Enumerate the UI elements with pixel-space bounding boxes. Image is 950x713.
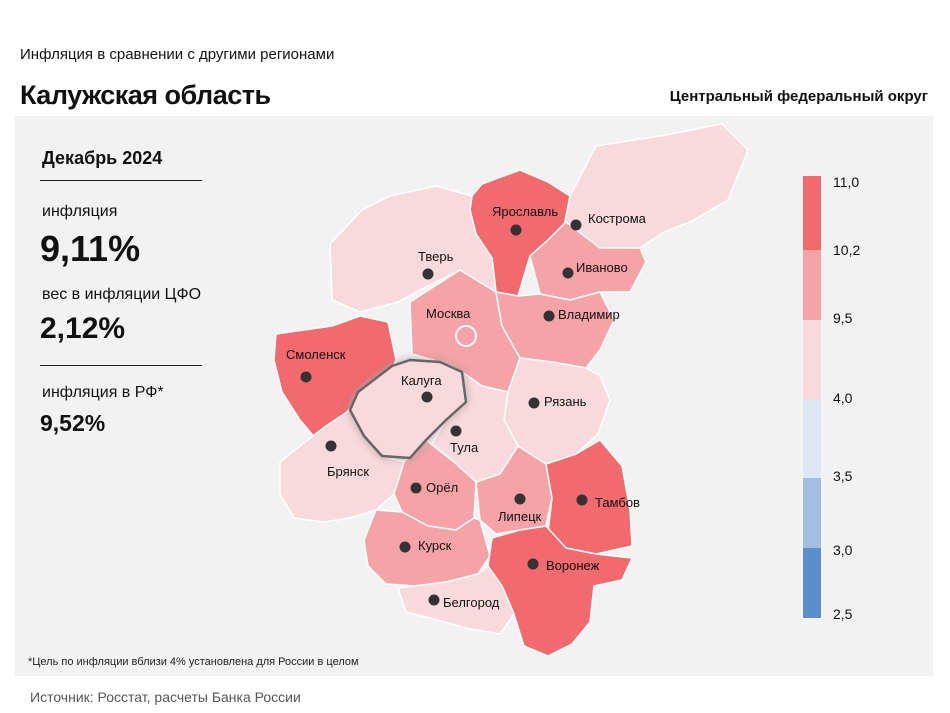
city-marker <box>300 371 312 383</box>
legend-tick-label: 4,0 <box>833 390 853 406</box>
legend-tick-label: 3,0 <box>833 542 853 558</box>
district-name: Центральный федеральный округ <box>669 88 928 105</box>
city-marker <box>422 268 434 280</box>
region-label: Брянск <box>327 464 369 479</box>
legend-swatch <box>803 400 821 478</box>
region-label: Белгород <box>443 595 500 610</box>
legend-tick-label: 11,0 <box>833 174 859 190</box>
region-label: Иваново <box>576 260 628 275</box>
region-label: Ярославль <box>492 204 558 219</box>
region-label: Калуга <box>401 373 442 388</box>
region-label: Смоленск <box>286 347 346 362</box>
city-marker <box>514 493 526 505</box>
capital-marker <box>455 325 477 347</box>
legend-swatch <box>803 548 821 618</box>
legend-tick-label: 2,5 <box>833 606 853 622</box>
region-label: Липецк <box>498 509 542 524</box>
region-label: Москва <box>426 306 471 321</box>
footnote: *Цель по инфляции вблизи 4% установлена … <box>28 656 359 668</box>
region-shape <box>495 291 615 369</box>
region-label: Рязань <box>544 394 587 409</box>
legend-swatch <box>803 250 821 320</box>
region-shape <box>397 565 515 635</box>
legend-swatch <box>803 320 821 400</box>
legend-swatch <box>803 478 821 548</box>
period-label: Декабрь 2024 <box>42 148 163 168</box>
legend-tick-label: 3,5 <box>833 468 853 484</box>
rf-inflation-value: 9,52% <box>40 410 106 436</box>
region-label: Орёл <box>426 480 458 495</box>
inflation-label: инфляция <box>42 203 118 220</box>
region-label: Воронеж <box>546 558 600 573</box>
region-shape <box>475 445 553 535</box>
region-label: Тверь <box>418 249 454 264</box>
region-shape <box>545 439 633 555</box>
city-marker <box>528 397 540 409</box>
legend-swatch <box>803 176 821 250</box>
region-shape <box>563 123 749 249</box>
city-marker <box>450 425 462 437</box>
region-label: Кострома <box>588 211 647 226</box>
weight-label: вес в инфляции ЦФО <box>42 286 202 303</box>
region-label: Курск <box>418 538 452 553</box>
city-marker <box>325 440 337 452</box>
city-marker <box>527 558 539 570</box>
region-label: Тамбов <box>595 495 640 510</box>
rf-inflation-label: инфляция в РФ* <box>42 384 164 401</box>
region-label: Владимир <box>558 307 620 322</box>
legend-tick-label: 9,5 <box>833 310 853 326</box>
region-shape <box>348 358 468 460</box>
page-subtitle: Инфляция в сравнении с другими регионами <box>20 46 335 63</box>
legend-tick-label: 10,2 <box>833 242 860 258</box>
page-title: Калужская область <box>20 80 271 110</box>
city-marker <box>399 541 411 553</box>
weight-value: 2,12% <box>40 312 126 345</box>
divider <box>40 180 202 181</box>
city-marker <box>421 391 433 403</box>
city-marker <box>510 224 522 236</box>
city-marker <box>562 267 574 279</box>
inflation-value: 9,11% <box>40 228 141 269</box>
city-marker <box>576 494 588 506</box>
region-shape <box>363 509 491 587</box>
divider <box>40 365 202 366</box>
region-shape <box>329 185 497 313</box>
region-label: Тула <box>450 440 479 455</box>
city-marker <box>428 594 440 606</box>
city-marker <box>543 310 555 322</box>
source: Источник: Росстат, расчеты Банка России <box>30 689 301 705</box>
city-marker <box>410 482 422 494</box>
city-marker <box>570 219 582 231</box>
